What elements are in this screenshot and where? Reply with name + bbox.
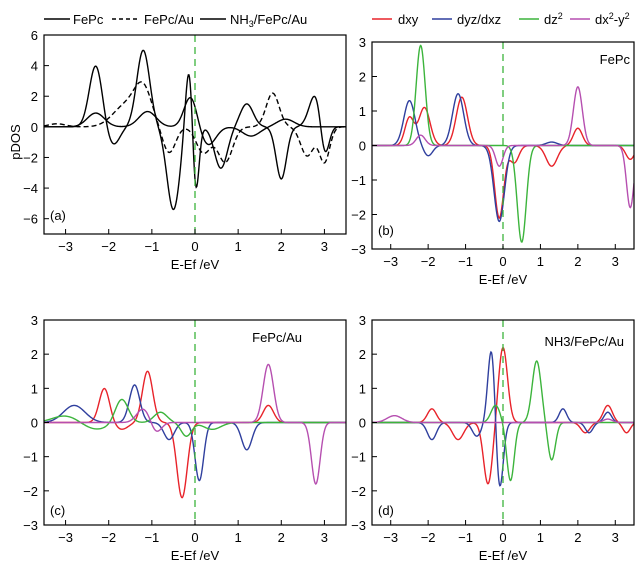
panel-label: (a) [50, 208, 66, 223]
series-line-dx2-y2 [372, 86, 634, 209]
legend-b-dxy-label: dxy [398, 12, 419, 27]
x-tick-label: −1 [458, 254, 473, 269]
y-tick-label: 2 [31, 347, 38, 362]
y-tick-label: −2 [351, 208, 366, 223]
legend-b-dyz-label: dyz/dxz [457, 12, 501, 27]
y-tick-label: 3 [359, 35, 366, 50]
x-tick-label: 2 [574, 254, 581, 269]
y-axis-label-a: pDOS [8, 124, 23, 160]
panel-annotation: NH3/FePc/Au [545, 334, 624, 349]
x-tick-label: −3 [383, 254, 398, 269]
legend-b-dx2y2-label: dx2-y2 [595, 11, 630, 27]
x-tick-label: 2 [278, 239, 285, 254]
y-tick-label: −1 [351, 450, 366, 465]
y-tick-label: 1 [31, 381, 38, 396]
y-tick-label: −1 [23, 450, 38, 465]
x-tick-label: 0 [191, 530, 198, 545]
x-tick-label: −3 [58, 239, 73, 254]
x-tick-label: 3 [321, 530, 328, 545]
y-tick-label: −3 [23, 518, 38, 533]
y-tick-label: −6 [23, 212, 38, 227]
y-tick-label: −3 [351, 518, 366, 533]
y-tick-label: 0 [359, 416, 366, 431]
y-tick-label: 1 [359, 104, 366, 119]
panel-annotation: FePc/Au [252, 330, 302, 345]
x-axis-label: E-Ef /eV [479, 548, 528, 563]
panel-label: (d) [378, 503, 394, 518]
y-tick-label: −2 [23, 150, 38, 165]
x-tick-label: −2 [101, 530, 116, 545]
x-tick-label: −1 [458, 530, 473, 545]
legend-a-fepc-au-label: FePc/Au [144, 12, 194, 27]
x-tick-label: 1 [235, 239, 242, 254]
x-tick-label: 3 [321, 239, 328, 254]
series-line-dz2 [372, 44, 634, 244]
legend-b-dz2-label: dz2 [544, 11, 563, 27]
y-tick-label: 0 [359, 139, 366, 154]
x-tick-label: −2 [421, 254, 436, 269]
x-tick-label: −1 [144, 530, 159, 545]
series-line-fepc [44, 96, 346, 146]
x-tick-label: 3 [612, 254, 619, 269]
panel-annotation: FePc [600, 52, 631, 67]
series-line-fepc-au [44, 81, 346, 164]
x-tick-label: −3 [58, 530, 73, 545]
x-tick-label: 0 [191, 239, 198, 254]
x-tick-label: 1 [537, 530, 544, 545]
y-tick-label: 2 [359, 347, 366, 362]
y-tick-label: 3 [359, 313, 366, 328]
y-tick-label: 0 [31, 120, 38, 135]
y-tick-label: 3 [31, 313, 38, 328]
panel-a: −3 −2 −1 0 1 2 3 −6 −4 −2 0 2 4 6 E-Ef /eV (a) [23, 28, 347, 272]
y-tick-label: 1 [359, 381, 366, 396]
legend-b: dxy dyz/dxz dz2 dx2-y2 [372, 11, 630, 27]
x-tick-label: −3 [383, 530, 398, 545]
legend-a-nh3-label: NH3/FePc/Au [230, 12, 307, 29]
x-tick-label: 2 [574, 530, 581, 545]
x-axis-label: E-Ef /eV [171, 257, 220, 272]
x-tick-label: 3 [612, 530, 619, 545]
legend-a: FePc FePc/Au NH3/FePc/Au [44, 12, 307, 29]
legend-a-fepc-label: FePc [73, 12, 104, 27]
x-tick-label: −2 [101, 239, 116, 254]
x-tick-label: 1 [537, 254, 544, 269]
x-tick-label: 2 [278, 530, 285, 545]
x-axis-label: E-Ef /eV [479, 272, 528, 287]
x-tick-label: 0 [499, 254, 506, 269]
y-tick-label: −2 [23, 484, 38, 499]
x-tick-label: 1 [235, 530, 242, 545]
y-tick-label: 0 [31, 416, 38, 431]
panel-b: −3 −2 −1 0 1 2 3 −3 −2 −1 0 1 2 3 E-Ef /eV (b) FePc [351, 35, 635, 287]
y-tick-label: −2 [351, 484, 366, 499]
panel-c: −3 −2 −1 0 1 2 3 −3 −2 −1 0 1 2 3 E-Ef /eV (c) FePc/Au [23, 313, 347, 563]
y-tick-label: −4 [23, 181, 38, 196]
y-tick-label: 4 [31, 59, 38, 74]
y-tick-label: 2 [31, 89, 38, 104]
y-tick-label: 2 [359, 70, 366, 85]
y-tick-label: 6 [31, 28, 38, 43]
x-axis-label: E-Ef /eV [171, 548, 220, 563]
y-tick-label: −1 [351, 173, 366, 188]
x-tick-label: −1 [144, 239, 159, 254]
x-tick-label: −2 [421, 530, 436, 545]
panel-label: (b) [378, 223, 394, 238]
x-tick-label: 0 [499, 530, 506, 545]
y-tick-label: −3 [351, 242, 366, 257]
panel-d: −3 −2 −1 0 1 2 3 −3 −2 −1 0 1 2 3 E-Ef /eV (d) NH3/FePc/… [351, 313, 635, 563]
panel-label: (c) [50, 503, 65, 518]
